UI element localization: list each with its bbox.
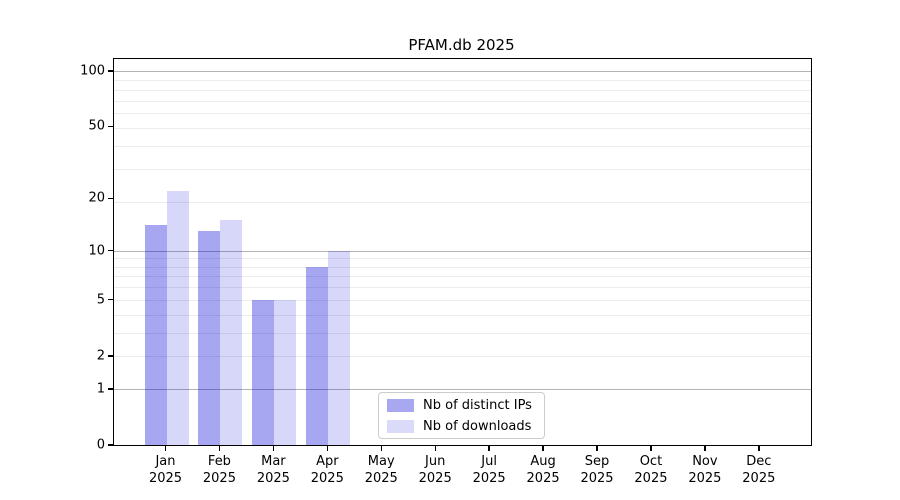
y-tick-mark	[108, 388, 113, 390]
bar-distinct-ips-mar	[252, 299, 275, 445]
legend: Nb of distinct IPs Nb of downloads	[378, 392, 545, 439]
gridline-minor	[114, 89, 811, 91]
bar-downloads-mar	[274, 299, 297, 445]
y-tick-label: 5	[96, 292, 105, 308]
x-tick-label-apr: Apr 2025	[310, 454, 344, 486]
legend-entry-distinct-ips: Nb of distinct IPs	[387, 398, 536, 413]
y-tick-label: 20	[88, 190, 105, 206]
bar-distinct-ips-feb	[198, 231, 221, 445]
x-tick-mark	[380, 445, 382, 451]
x-tick-mark	[218, 445, 221, 451]
gridline-minor	[114, 355, 811, 357]
x-tick-mark	[542, 445, 544, 451]
gridline-minor	[114, 299, 811, 301]
bar-distinct-ips-apr	[306, 266, 329, 445]
y-tick-mark	[108, 70, 113, 72]
x-tick-label-oct: Oct 2025	[634, 454, 668, 486]
chart-title: PFAM.db 2025	[408, 36, 515, 54]
x-tick-label-mar: Mar 2025	[256, 454, 290, 486]
gridline-minor	[114, 100, 811, 102]
legend-label-distinct-ips: Nb of distinct IPs	[423, 397, 532, 413]
gridline-minor	[114, 287, 811, 289]
legend-entry-downloads: Nb of downloads	[387, 419, 536, 434]
x-tick-label-jul: Jul 2025	[472, 454, 506, 486]
plot-area	[113, 58, 812, 446]
y-tick-mark	[108, 444, 113, 446]
x-tick-mark	[704, 445, 706, 451]
x-tick-mark	[164, 445, 167, 451]
gridline-minor	[114, 266, 811, 268]
legend-swatch-distinct-ips-icon	[387, 398, 414, 412]
x-tick-mark	[650, 445, 652, 451]
y-tick-mark	[108, 355, 113, 357]
bar-downloads-feb	[220, 220, 243, 445]
y-tick-mark	[108, 249, 113, 252]
bar-distinct-ips-jan	[144, 225, 167, 445]
bar-downloads-apr	[328, 250, 351, 445]
y-tick-mark	[108, 197, 113, 199]
x-tick-label-sep: Sep 2025	[580, 454, 614, 486]
y-tick-label: 2	[96, 348, 105, 364]
y-tick-mark	[108, 125, 113, 127]
legend-label-downloads: Nb of downloads	[423, 418, 532, 434]
y-tick-label: 50	[88, 118, 105, 134]
legend-swatch-downloads-icon	[387, 419, 414, 433]
gridline-minor	[114, 169, 811, 171]
gridline-minor	[114, 113, 811, 115]
y-tick-label: 10	[88, 243, 105, 259]
y-tick-label: 1	[96, 381, 105, 397]
x-tick-mark	[434, 445, 436, 451]
x-tick-mark	[758, 445, 760, 451]
x-tick-label-feb: Feb 2025	[202, 454, 236, 486]
gridline-minor	[114, 258, 811, 260]
gridline-minor	[114, 202, 811, 204]
x-tick-mark	[326, 445, 328, 451]
gridline-major	[114, 388, 811, 390]
y-tick-mark	[108, 299, 113, 301]
x-tick-mark	[488, 445, 490, 451]
x-tick-label-jun: Jun 2025	[418, 454, 452, 486]
y-tick-label: 100	[80, 63, 105, 79]
y-tick-label: 0	[96, 437, 105, 453]
gridline-minor	[114, 314, 811, 316]
x-tick-label-aug: Aug 2025	[526, 454, 560, 486]
bar-downloads-jan	[166, 190, 189, 445]
x-tick-label-may: May 2025	[364, 454, 398, 486]
x-tick-mark	[272, 445, 275, 451]
gridline-minor	[114, 145, 811, 147]
gridline-major	[114, 250, 811, 252]
x-tick-label-dec: Dec 2025	[742, 454, 776, 486]
gridline-minor	[114, 332, 811, 334]
gridline-minor	[114, 127, 811, 129]
gridline-minor	[114, 80, 811, 82]
gridline-major	[114, 70, 811, 72]
gridline-minor	[114, 276, 811, 278]
x-tick-mark	[596, 445, 598, 451]
x-tick-label-nov: Nov 2025	[688, 454, 722, 486]
x-tick-label-jan: Jan 2025	[148, 454, 183, 486]
